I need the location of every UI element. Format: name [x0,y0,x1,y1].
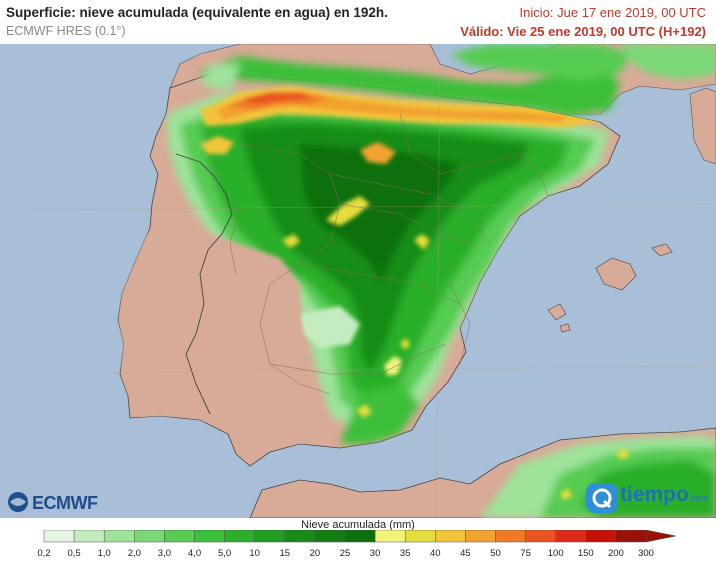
mallorca-land [595,257,637,291]
legend-tick-label: 35 [399,548,411,559]
legend-swatch [73,530,105,543]
graticule [0,44,716,518]
legend-swatch [224,530,255,543]
legend-swatch [344,530,376,543]
portugal-border [175,153,233,415]
legend-tick-label: 75 [520,548,531,559]
model-label: ECMWF HRES (0.1°) [6,24,126,38]
legend-tick-label: 3,0 [157,548,171,559]
init-time: Inicio: Jue 17 ene 2019, 00 UTC [519,5,706,20]
legend-tick-label: 2,0 [127,548,141,559]
legend-tick-label: 25 [339,548,351,559]
ecmwf-logo [8,492,28,512]
header: Superficie: nieve acumulada (equivalente… [0,0,716,44]
legend-swatch [404,530,436,543]
legend-swatch [465,530,496,543]
legend-tick-label: 150 [577,548,594,559]
legend-tick-label: 4,0 [187,548,202,559]
legend-swatch [284,530,316,543]
legend-tick-label: 50 [490,548,501,559]
france-snow [196,44,716,116]
legend-swatch [435,530,466,543]
legend-swatch [43,530,75,543]
snow-map [0,44,716,518]
legend-title: Nieve acumulada (mm) [301,519,415,531]
sardinia-land [689,87,716,165]
legend-colorbar [43,530,677,543]
legend-tick-label: 10 [249,548,260,559]
legend-tick-label: 1,0 [97,548,111,559]
legend-swatch [134,530,165,543]
legend-swatch [525,530,556,543]
legend-swatch [374,530,406,543]
ibiza-land [547,303,567,321]
iberia-snow [118,86,610,444]
legend-swatch [615,530,647,543]
legend-tick-label: 300 [638,548,654,559]
legend-tick-label: 0,5 [67,548,81,559]
tiempo-logo-text: tiempo.com [620,483,709,506]
legend-tick-label: 45 [460,548,471,559]
legend-swatch [585,530,617,543]
legend-tick-label: 30 [369,548,381,559]
menorca-land [651,243,673,257]
legend-swatch [103,530,135,543]
legend-swatch [495,530,526,543]
map-title: Superficie: nieve acumulada (equivalente… [6,5,388,20]
legend-tick-label: 200 [607,548,624,559]
legend-tick-label: 0,2 [37,548,51,559]
legend-tick-label: 40 [430,548,441,559]
legend-swatch [314,530,346,543]
legend-swatch [194,530,225,543]
formentera-land [559,323,571,333]
legend-swatch [164,530,195,543]
ecmwf-logo-text: ECMWF [32,493,98,513]
legend-swatch [555,530,587,543]
valid-time: Válido: Vie 25 ene 2019, 00 UTC (H+192) [460,24,706,39]
legend-tick-label: 20 [309,548,321,559]
legend-tick-label: 5,0 [217,548,232,559]
legend-overflow-arrow [645,530,677,543]
legend-tick-label: 15 [279,548,291,559]
legend-tick-label: 100 [547,548,564,559]
tiempo-logo [586,483,618,513]
legend-swatch [254,530,286,543]
